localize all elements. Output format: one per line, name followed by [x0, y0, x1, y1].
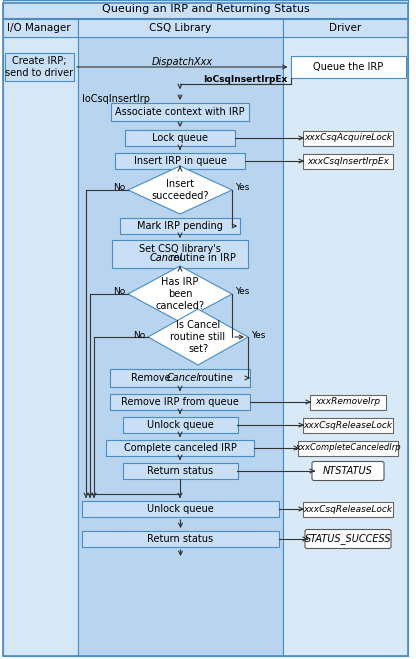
Text: NTSTATUS: NTSTATUS — [323, 466, 373, 476]
Text: Yes: Yes — [235, 183, 249, 192]
FancyBboxPatch shape — [82, 501, 279, 517]
FancyBboxPatch shape — [120, 218, 240, 234]
FancyBboxPatch shape — [78, 37, 283, 656]
Text: Cancel: Cancel — [149, 253, 183, 263]
Polygon shape — [128, 166, 232, 214]
Text: Insert IRP in queue: Insert IRP in queue — [134, 156, 226, 166]
FancyBboxPatch shape — [122, 417, 238, 433]
FancyBboxPatch shape — [305, 529, 391, 548]
Text: No: No — [113, 183, 125, 192]
Text: Return status: Return status — [147, 466, 213, 476]
FancyBboxPatch shape — [112, 240, 248, 268]
Text: Mark IRP pending: Mark IRP pending — [137, 221, 223, 231]
FancyBboxPatch shape — [5, 53, 74, 81]
Text: Insert
succeeded?: Insert succeeded? — [151, 179, 209, 201]
FancyBboxPatch shape — [283, 19, 408, 37]
FancyBboxPatch shape — [122, 463, 238, 479]
Text: routine in IRP: routine in IRP — [166, 253, 235, 263]
Text: xxxCsqReleaseLock: xxxCsqReleaseLock — [303, 420, 393, 430]
Text: Unlock queue: Unlock queue — [146, 420, 213, 430]
Text: No: No — [113, 287, 125, 297]
Text: routine: routine — [195, 373, 233, 383]
Text: xxxCsqInsertIrpEx: xxxCsqInsertIrpEx — [307, 156, 389, 165]
FancyBboxPatch shape — [3, 37, 78, 656]
Text: Driver: Driver — [329, 23, 362, 33]
FancyBboxPatch shape — [283, 37, 408, 656]
Text: Yes: Yes — [251, 331, 265, 339]
FancyBboxPatch shape — [115, 153, 245, 169]
FancyBboxPatch shape — [3, 19, 78, 37]
Text: Cancel: Cancel — [166, 373, 200, 383]
Text: Unlock queue: Unlock queue — [147, 504, 214, 514]
Text: Queuing an IRP and Returning Status: Queuing an IRP and Returning Status — [102, 4, 310, 14]
Text: Yes: Yes — [235, 287, 249, 297]
FancyBboxPatch shape — [111, 103, 249, 121]
Text: Associate context with IRP: Associate context with IRP — [115, 107, 245, 117]
Text: IoCsqInsertIrpEx: IoCsqInsertIrpEx — [203, 76, 287, 84]
FancyBboxPatch shape — [106, 440, 254, 456]
FancyBboxPatch shape — [82, 531, 279, 547]
FancyBboxPatch shape — [110, 369, 250, 387]
Text: I/O Manager: I/O Manager — [7, 23, 71, 33]
Text: Lock queue: Lock queue — [152, 133, 208, 143]
Text: Complete canceled IRP: Complete canceled IRP — [124, 443, 236, 453]
Text: DispatchXxx: DispatchXxx — [152, 57, 213, 67]
Text: STATUS_SUCCESS: STATUS_SUCCESS — [305, 534, 391, 544]
Text: Is Cancel
routine still
set?: Is Cancel routine still set? — [171, 320, 225, 354]
FancyBboxPatch shape — [303, 154, 393, 169]
FancyBboxPatch shape — [110, 394, 250, 410]
FancyBboxPatch shape — [3, 0, 408, 18]
FancyBboxPatch shape — [303, 130, 393, 146]
Text: xxxRemoveIrp: xxxRemoveIrp — [315, 397, 381, 407]
Text: Has IRP
been
canceled?: Has IRP been canceled? — [156, 277, 205, 310]
FancyBboxPatch shape — [78, 19, 283, 37]
Text: xxxCompleteCanceledIrp: xxxCompleteCanceledIrp — [295, 444, 401, 453]
Text: Create IRP;
send to driver: Create IRP; send to driver — [5, 56, 73, 78]
Text: CSQ Library: CSQ Library — [149, 23, 212, 33]
Text: Set CSQ library's: Set CSQ library's — [139, 244, 221, 254]
Text: Remove: Remove — [131, 373, 173, 383]
FancyBboxPatch shape — [303, 501, 393, 517]
FancyBboxPatch shape — [303, 418, 393, 432]
Polygon shape — [128, 266, 232, 322]
Text: IoCsqInsertIrp: IoCsqInsertIrp — [82, 94, 150, 104]
Text: xxxCsqReleaseLock: xxxCsqReleaseLock — [303, 505, 393, 513]
FancyBboxPatch shape — [298, 440, 398, 455]
Text: Queue the IRP: Queue the IRP — [313, 62, 383, 72]
FancyBboxPatch shape — [310, 395, 386, 409]
FancyBboxPatch shape — [125, 130, 235, 146]
Polygon shape — [148, 309, 248, 365]
FancyBboxPatch shape — [312, 461, 384, 480]
Text: No: No — [133, 331, 145, 339]
Text: Return status: Return status — [147, 534, 213, 544]
FancyBboxPatch shape — [290, 56, 406, 78]
Text: Remove IRP from queue: Remove IRP from queue — [121, 397, 239, 407]
Text: xxxCsqAcquireLock: xxxCsqAcquireLock — [304, 134, 392, 142]
